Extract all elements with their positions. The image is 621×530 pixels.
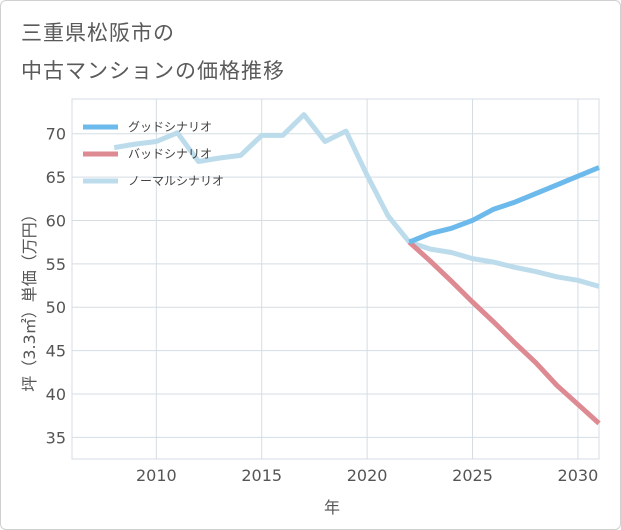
legend-label: グッドシナリオ <box>128 120 212 134</box>
y-tick-label: 60 <box>46 211 66 230</box>
chart-title-line1: 三重県松阪市の <box>21 21 175 45</box>
x-tick-label: 2010 <box>136 466 177 485</box>
series-line-1 <box>407 240 601 426</box>
y-tick-label: 65 <box>46 168 66 187</box>
y-axis-label: 坪（3.3㎡）単価（万円） <box>20 206 39 391</box>
x-tick-label: 2020 <box>347 466 388 485</box>
legend-label: バッドシナリオ <box>128 147 212 161</box>
x-axis-label: 年 <box>324 498 340 517</box>
x-tick-label: 2015 <box>241 466 282 485</box>
axis-ticks: 2010 2015 2020 2025 2030 35 40 45 50 55 60 65 70 <box>46 125 599 485</box>
y-tick-label: 50 <box>46 298 66 317</box>
plot-frame <box>71 98 600 460</box>
y-tick-label: 55 <box>46 255 66 274</box>
series-line-0 <box>408 165 600 245</box>
legend-label: ノーマルシナリオ <box>128 174 224 188</box>
y-tick-label: 45 <box>46 342 66 361</box>
y-tick-label: 40 <box>46 385 66 404</box>
series-lines <box>113 112 601 426</box>
x-tick-label: 2025 <box>452 466 493 485</box>
x-tick-label: 2030 <box>558 466 599 485</box>
chart-title-line2: 中古マンションの価格推移 <box>21 59 285 83</box>
series-line-2 <box>113 112 600 289</box>
grid-lines <box>71 98 600 460</box>
y-tick-label: 35 <box>46 428 66 447</box>
y-tick-label: 70 <box>46 125 66 144</box>
